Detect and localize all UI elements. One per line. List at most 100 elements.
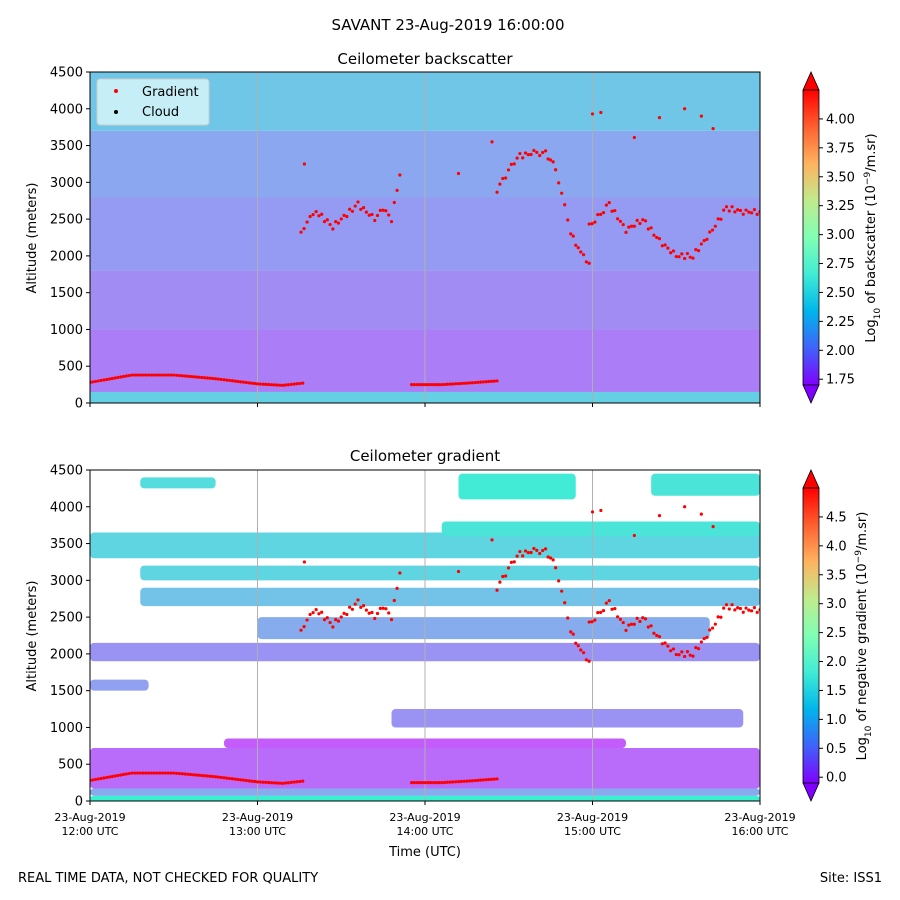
y-tick-label: 3000: [50, 574, 83, 589]
top-chart-title: Ceilometer backscatter: [337, 50, 513, 68]
gradient-point: [509, 162, 513, 166]
top-colorbar: 1.75 2.00 2.25 2.50 2.75 3.00 3.25 3.50 3.75 4.00…: [802, 71, 883, 404]
gradient-point: [683, 107, 687, 111]
gradient-point: [683, 654, 687, 659]
gradient-point: [590, 222, 594, 226]
gradient-point: [389, 220, 394, 224]
gradient-point: [680, 252, 684, 256]
bottom-colorbar-bar: [802, 487, 820, 784]
gradient-point: [711, 525, 715, 529]
gradient-point: [302, 162, 306, 166]
gradient-point: [107, 377, 112, 381]
gradient-point: [124, 374, 128, 378]
gradient-point: [512, 162, 516, 166]
gradient-point: [549, 158, 553, 162]
gradient-point: [177, 373, 181, 378]
gradient-point: [523, 549, 528, 553]
gradient-point: [356, 200, 360, 204]
gradient-point: [711, 127, 715, 131]
gradient-point: [225, 776, 229, 780]
gradient-point: [669, 649, 673, 653]
gradient-point: [660, 642, 664, 646]
gradient-point: [557, 181, 561, 185]
gradient-point: [353, 602, 357, 606]
gradient-point: [685, 251, 690, 256]
gradient-point: [632, 533, 636, 538]
gradient-point: [429, 781, 433, 785]
gradient-point: [292, 780, 296, 784]
gradient-point: [141, 373, 145, 377]
gradient-point: [398, 571, 402, 575]
gradient-point: [456, 382, 461, 386]
gradient-point: [655, 235, 659, 240]
gradient-point: [610, 607, 614, 611]
colorbar-tick-label: 3.0: [826, 597, 847, 612]
bottom-y-axis: 0 500 1000 1500 2000 2500 3000 3500 4000 4500: [50, 464, 90, 810]
colorbar-tick-label: 4.00: [826, 112, 855, 127]
gradient-point: [275, 383, 279, 387]
gradient-point: [241, 380, 246, 384]
gradient-point: [166, 373, 170, 377]
colorbar-tick-label: 4.5: [826, 510, 847, 525]
gradient-point: [549, 556, 553, 560]
gradient-point: [133, 771, 137, 775]
gradient-point: [152, 373, 156, 377]
gradient-point: [431, 781, 436, 785]
gradient-point: [359, 605, 363, 609]
gradient-point: [298, 381, 302, 386]
gradient-point: [278, 781, 282, 785]
y-tick-label: 4500: [50, 66, 83, 81]
gradient-point: [225, 378, 229, 382]
gradient-point: [616, 217, 620, 221]
gradient-point: [566, 616, 570, 620]
gradient-point: [492, 777, 496, 781]
gradient-layer: [651, 473, 760, 496]
gradient-point: [286, 781, 290, 785]
gradient-point: [470, 779, 474, 783]
gradient-point: [261, 780, 265, 784]
gradient-point: [699, 512, 703, 516]
gradient-point: [544, 149, 548, 153]
y-tick-label: 1500: [50, 684, 83, 699]
colorbar-tick-label: 1.0: [826, 713, 847, 728]
gradient-point: [194, 773, 198, 777]
gradient-point: [484, 778, 488, 782]
gradient-point: [671, 249, 676, 253]
gradient-point: [214, 377, 218, 381]
gradient-point: [490, 140, 494, 144]
y-tick-label: 4000: [50, 500, 83, 515]
gradient-point: [437, 781, 441, 785]
gradient-point: [331, 227, 335, 231]
gradient-point: [535, 548, 539, 552]
gradient-point: [571, 234, 575, 238]
gradient-point: [113, 376, 117, 380]
top-cb-label-sup: −9: [863, 172, 873, 186]
gradient-point: [236, 379, 240, 384]
gradient-point: [261, 382, 265, 386]
gradient-point: [738, 208, 743, 213]
top-cb-label-log: Log: [864, 319, 879, 342]
gradient-point: [186, 772, 190, 776]
bottom-colorbar-ticks: 0.0 0.5 1.0 1.5 2.0 2.5 3.0 3.5 4.0 4.5: [819, 510, 847, 786]
gradient-point: [613, 208, 617, 213]
y-tick-label: 1000: [50, 323, 83, 338]
gradient-point: [456, 171, 461, 176]
gradient-point: [219, 377, 223, 382]
gradient-point: [267, 780, 271, 785]
gradient-point: [722, 606, 726, 610]
gradient-point: [191, 375, 195, 379]
bot-cb-label-sup: −9: [854, 550, 864, 564]
gradient-point: [660, 244, 664, 248]
gradient-point: [655, 633, 659, 638]
gradient-point: [593, 618, 597, 622]
gradient-point: [546, 157, 550, 161]
gradient-point: [361, 205, 366, 210]
gradient-point: [387, 611, 391, 615]
bot-cb-label-mid: of negative gradient (10: [855, 563, 870, 725]
colorbar-tick-label: 2.0: [826, 655, 847, 670]
gradient-point: [200, 375, 204, 380]
gradient-point: [311, 213, 315, 217]
gradient-point: [571, 632, 575, 636]
gradient-point: [99, 378, 103, 383]
gradient-point: [99, 776, 103, 781]
